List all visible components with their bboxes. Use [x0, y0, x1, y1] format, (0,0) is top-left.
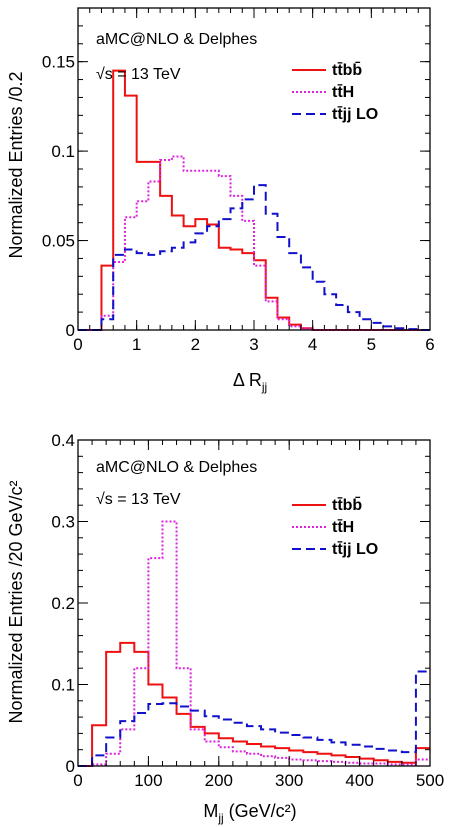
y-tick-label: 0.2 [51, 594, 75, 613]
y-tick-label: 0.4 [51, 431, 75, 450]
legend-entry: tt̄jj LO [332, 540, 378, 558]
plot-frame [77, 7, 431, 331]
legend-entry: tt̄H [332, 83, 354, 101]
y-tick-label: 0 [66, 757, 75, 776]
x-tick-label: 500 [416, 771, 444, 790]
legend-entry: tt̄bb̄ [332, 60, 362, 79]
x-axis-label: Mjj (GeV/c²) [203, 801, 296, 825]
energy-annotation: √s = 13 TeV [96, 66, 181, 83]
x-axis-label-subscript: jj [217, 811, 223, 825]
histogram-series-1 [78, 155, 430, 331]
histogram-series-2 [78, 670, 430, 767]
legend-entry: tt̄jj LO [332, 105, 378, 123]
x-tick-label: 200 [205, 771, 233, 790]
x-tick-label: 1 [132, 335, 141, 354]
y-tick-label: 0.05 [42, 232, 75, 251]
x-axis-label-main: M [203, 801, 218, 821]
histogram-series-0 [78, 641, 430, 767]
plot-frame [77, 439, 431, 767]
y-axis-label: Normalized Entries /0.2 [6, 71, 26, 258]
plot-area-delta-r: 0 1 2 3 4 5 6 0 0.05 0.1 0.15 tt̄bb̄ tt̄H tt̄jj LO [42, 7, 435, 354]
y-tick-label: 0 [66, 321, 75, 340]
x-axis-label-unit-text: (GeV/c²) [229, 801, 297, 821]
panel-delta-r: 0 1 2 3 4 5 6 0 0.05 0.1 0.15 tt̄bb̄ tt̄H tt̄jj LO aM… [6, 7, 435, 394]
panel-mjj: 0 100 200 300 400 500 0 0.1 0.2 0.3 0.4 tt̄bb̄ tt̄H t… [6, 431, 444, 825]
x-axis-label: Δ Rjj [233, 370, 267, 394]
legend-entry: tt̄H [332, 518, 354, 536]
y-tick-label: 0.3 [51, 513, 75, 532]
x-tick-label: 300 [275, 771, 303, 790]
x-tick-label: 100 [134, 771, 162, 790]
legend-entry: tt̄bb̄ [332, 495, 362, 514]
x-axis-label-subscript: jj [261, 380, 267, 394]
x-axis-label-main: Δ R [233, 370, 262, 390]
x-tick-label: 0 [73, 771, 82, 790]
y-axis-label: Normalized Entries /20 GeV/c² [6, 480, 26, 723]
x-tick-label: 5 [367, 335, 376, 354]
y-tick-label: 0.15 [42, 53, 75, 72]
y-tick-label: 0.1 [51, 142, 75, 161]
x-tick-label: 6 [425, 335, 434, 354]
x-tick-label: 400 [345, 771, 373, 790]
x-tick-label: 2 [191, 335, 200, 354]
x-tick-label: 3 [249, 335, 258, 354]
generator-annotation: aMC@NLO & Delphes [96, 31, 257, 48]
x-tick-label: 4 [308, 335, 317, 354]
generator-annotation: aMC@NLO & Delphes [96, 459, 257, 476]
energy-annotation: √s = 13 TeV [96, 491, 181, 508]
x-tick-label: 0 [73, 335, 82, 354]
plot-area-mjj: 0 100 200 300 400 500 0 0.1 0.2 0.3 0.4 tt̄bb̄ tt̄H t… [51, 431, 444, 790]
y-tick-label: 0.1 [51, 676, 75, 695]
